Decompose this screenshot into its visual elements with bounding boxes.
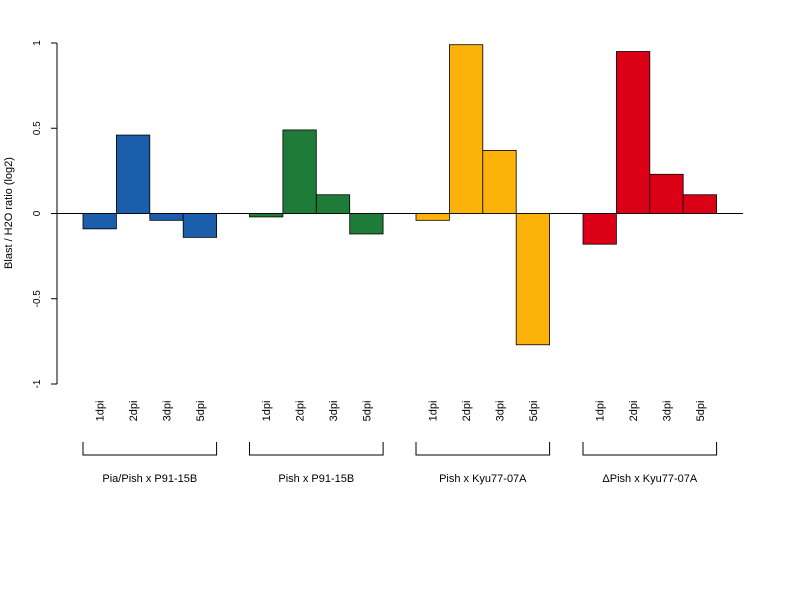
category-label: 2dpi (628, 401, 640, 422)
group-bracket (82, 442, 218, 456)
category-label: 1dpi (261, 401, 273, 422)
category-label: 5dpi (195, 401, 207, 422)
bar (315, 194, 351, 214)
group-bracket (415, 442, 551, 456)
y-axis-title: Blast / H2O ratio (log2) (3, 157, 15, 269)
group-bracket (582, 442, 718, 456)
group-label: Pish x Kyu77-07A (439, 473, 527, 485)
bar (116, 134, 151, 214)
bar (515, 213, 551, 346)
bar (482, 150, 517, 214)
category-label: 3dpi (662, 401, 674, 422)
y-tick-label: 1 (32, 40, 43, 46)
category-label: 2dpi (128, 401, 140, 422)
bars (82, 44, 718, 346)
group-label: Pish x P91-15B (278, 473, 354, 485)
bar (82, 213, 117, 230)
group-label: Pia/Pish x P91-15B (102, 473, 197, 485)
y-tick-label: 0 (32, 210, 43, 216)
y-tick-label: 0.5 (32, 121, 43, 135)
group-bracket (249, 442, 384, 456)
category-label: 3dpi (162, 401, 174, 422)
group-label: ΔPish x Kyu77-07A (602, 473, 697, 485)
bar (149, 213, 184, 221)
bar (682, 194, 718, 214)
bar (448, 44, 484, 214)
category-label: 1dpi (595, 401, 607, 422)
bar (182, 213, 217, 238)
y-tick-label: -1 (32, 379, 43, 388)
category-labels: 1dpi 2dpi 3dpi 5dpi 1dpi 2dpi 3dpi 5dpi 1dpi 2dpi… (95, 401, 707, 422)
category-label: 5dpi (361, 401, 373, 422)
category-label: 3dpi (495, 401, 507, 422)
bar (649, 173, 684, 214)
group-brackets: Pia/Pish x P91-15B Pish x P91-15B Pish x K… (82, 442, 718, 485)
category-label: 5dpi (695, 401, 707, 422)
category-label: 2dpi (295, 401, 307, 422)
category-label: 1dpi (95, 401, 107, 422)
bar (415, 213, 450, 221)
bar (616, 51, 651, 214)
bar (582, 213, 617, 245)
category-label: 3dpi (328, 401, 340, 422)
category-label: 1dpi (428, 401, 440, 422)
category-label: 5dpi (528, 401, 540, 422)
y-tick-label: -0.5 (32, 290, 43, 308)
bar (249, 213, 284, 218)
category-label: 2dpi (461, 401, 473, 422)
bar (349, 213, 384, 235)
y-axis: 1 0.5 0 -0.5 -1 (32, 40, 58, 388)
bar (282, 129, 317, 214)
